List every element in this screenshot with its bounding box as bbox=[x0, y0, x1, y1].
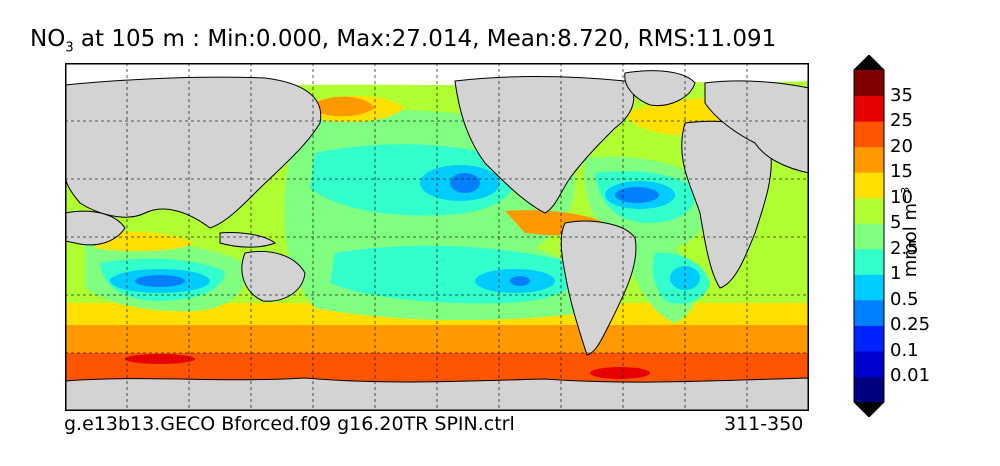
colorbar-tick-label: 25 bbox=[890, 110, 913, 132]
colorbar-tick-label: 2.5 bbox=[890, 237, 919, 259]
units-exponent: −3 bbox=[899, 186, 912, 203]
title-species-subscript: 3 bbox=[65, 40, 74, 56]
ocean-natl-inner bbox=[615, 187, 659, 203]
title-species: NO bbox=[30, 26, 66, 52]
colorbar-segment bbox=[854, 172, 884, 199]
colorbar-segment bbox=[854, 95, 884, 122]
colorbar bbox=[853, 55, 885, 417]
colorbar-tick-label: 1 bbox=[890, 263, 902, 285]
colorbar-tick-label: 20 bbox=[890, 135, 913, 157]
colorbar-tick-label: 5 bbox=[890, 212, 902, 234]
map-graticule bbox=[65, 63, 809, 411]
colorbar-units: mmol m−3 bbox=[899, 187, 921, 278]
title-stats: at 105 m : Min:0.000, Max:27.014, Mean:8… bbox=[73, 26, 777, 52]
plot-title: NO3 at 105 m : Min:0.000, Max:27.014, Me… bbox=[30, 26, 776, 56]
colorbar-frame bbox=[853, 55, 885, 417]
ocean-indian-inner bbox=[135, 275, 185, 287]
ocean-spac-inner bbox=[510, 276, 530, 286]
land-indonesia bbox=[219, 232, 276, 248]
colorbar-segment bbox=[854, 146, 884, 173]
colorbar-tick-label: 15 bbox=[890, 161, 913, 183]
ocean-satl-core bbox=[670, 266, 700, 290]
colorbar-segment bbox=[854, 325, 884, 352]
case-name: g.e13b13.GECO Bforced.f09 g16.20TR SPIN.… bbox=[64, 413, 515, 435]
colorbar-segment bbox=[854, 299, 884, 326]
colorbar-segment bbox=[854, 197, 884, 224]
colorbar-tick-label: 0.25 bbox=[890, 314, 931, 336]
land-americas-north bbox=[454, 76, 635, 214]
colorbar-tick-labels: 35 25 20 15 10 5 2.5 1 0.5 0.25 0.1 0.01 bbox=[890, 0, 950, 466]
land-india bbox=[65, 210, 126, 246]
ocean-southern-red-1 bbox=[125, 354, 195, 364]
land-eurasia bbox=[65, 76, 322, 229]
colorbar-extend-max bbox=[854, 55, 884, 70]
colorbar-segment bbox=[854, 274, 884, 301]
ocean-npac-orange bbox=[315, 96, 375, 117]
colorbar-tick-label: 0.1 bbox=[890, 339, 919, 361]
land-europe bbox=[704, 80, 809, 174]
nitrate-map bbox=[65, 63, 809, 411]
colorbar-tick-label: 35 bbox=[890, 84, 913, 106]
land-americas-south bbox=[560, 220, 637, 356]
year-range: 311-350 bbox=[724, 413, 804, 435]
colorbar-segment bbox=[854, 223, 884, 250]
ocean-arabian-upwelling bbox=[95, 231, 195, 252]
colorbar-extend-min bbox=[854, 402, 884, 417]
units-text: mmol m bbox=[900, 202, 921, 278]
ocean-npac-inner bbox=[450, 173, 480, 193]
colorbar-segment bbox=[854, 248, 884, 275]
colorbar-segment bbox=[854, 70, 884, 97]
colorbar-segment bbox=[854, 350, 884, 377]
colorbar-tick-label: 0.01 bbox=[890, 365, 931, 387]
colorbar-tick-label: 0.5 bbox=[890, 288, 919, 310]
land-australia bbox=[241, 250, 306, 302]
colorbar-segment bbox=[854, 121, 884, 148]
land-greenland bbox=[624, 70, 696, 107]
map-frame bbox=[65, 63, 809, 411]
ocean-southern-red-2 bbox=[590, 367, 650, 379]
colorbar-tick-label: 10 bbox=[890, 186, 913, 208]
colorbar-segment bbox=[854, 376, 884, 403]
